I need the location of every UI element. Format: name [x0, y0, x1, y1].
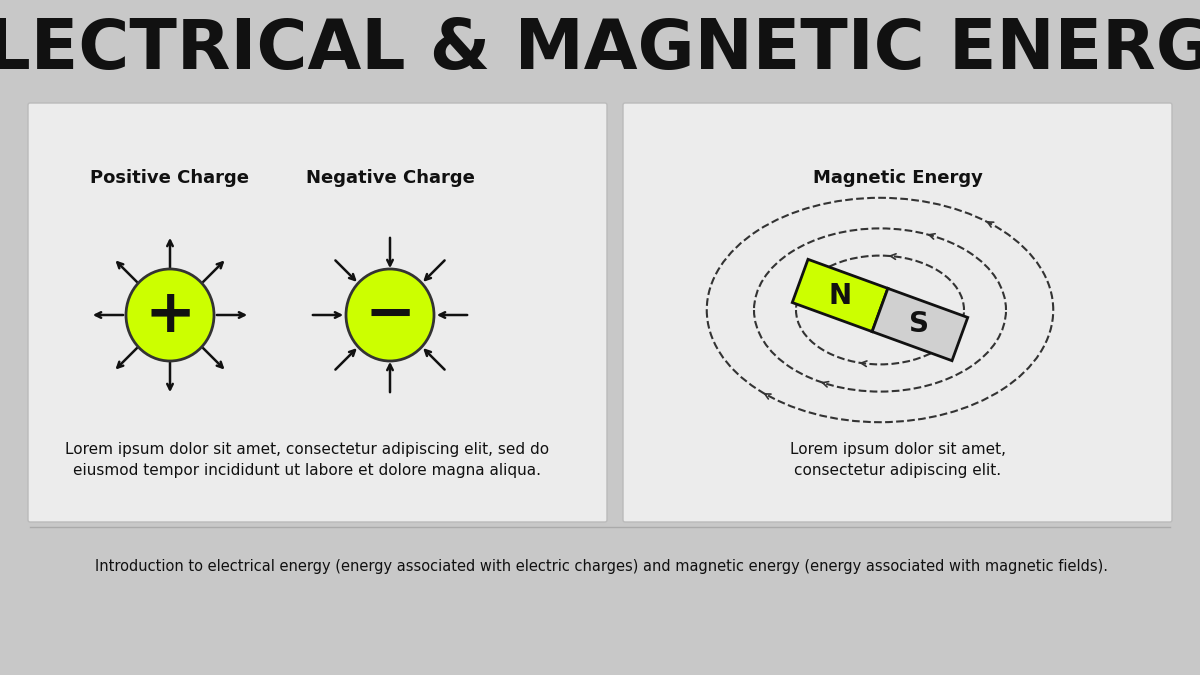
Ellipse shape: [126, 269, 214, 361]
Text: Lorem ipsum dolor sit amet,
consectetur adipiscing elit.: Lorem ipsum dolor sit amet, consectetur …: [790, 442, 1006, 478]
Text: Magnetic Energy: Magnetic Energy: [814, 169, 983, 187]
Text: −: −: [365, 286, 415, 344]
Text: Introduction to electrical energy (energy associated with electric charges) and : Introduction to electrical energy (energ…: [95, 560, 1108, 574]
FancyBboxPatch shape: [623, 103, 1172, 522]
Text: ELECTRICAL & MAGNETIC ENERGY: ELECTRICAL & MAGNETIC ENERGY: [0, 16, 1200, 84]
FancyBboxPatch shape: [792, 259, 888, 331]
FancyBboxPatch shape: [28, 103, 607, 522]
FancyBboxPatch shape: [872, 288, 967, 360]
Text: Negative Charge: Negative Charge: [306, 169, 474, 187]
Text: Positive Charge: Positive Charge: [90, 169, 250, 187]
Text: S: S: [910, 310, 930, 338]
Text: +: +: [144, 286, 196, 344]
Text: N: N: [829, 281, 852, 310]
Text: Lorem ipsum dolor sit amet, consectetur adipiscing elit, sed do
eiusmod tempor i: Lorem ipsum dolor sit amet, consectetur …: [65, 442, 550, 478]
Ellipse shape: [346, 269, 434, 361]
